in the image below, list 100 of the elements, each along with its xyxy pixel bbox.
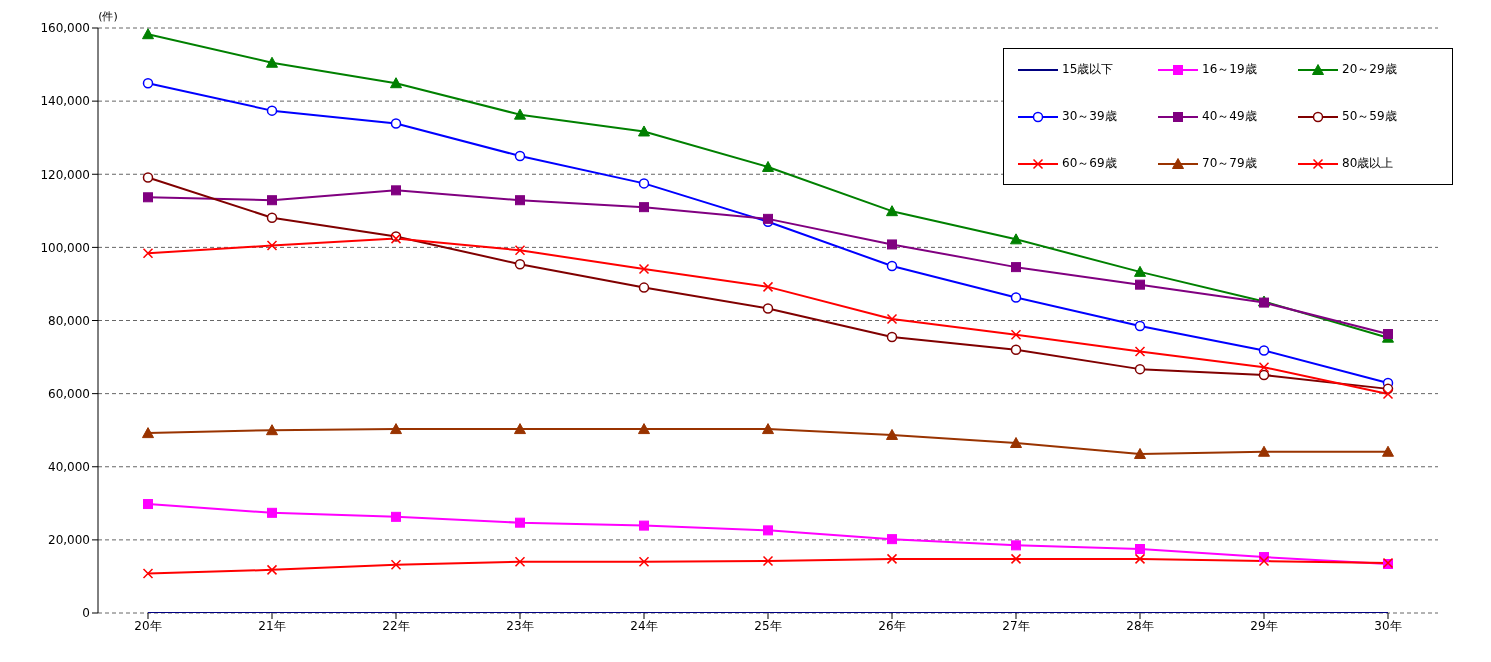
point bbox=[142, 28, 154, 40]
y-tick-label: 160,000 bbox=[40, 21, 90, 36]
point bbox=[887, 239, 897, 250]
y-tick-label: 0 bbox=[82, 606, 90, 621]
point bbox=[1134, 265, 1146, 277]
point bbox=[638, 282, 650, 293]
y-tick-label: 120,000 bbox=[40, 167, 90, 182]
point bbox=[639, 520, 649, 531]
legend-label: 15歳以下 bbox=[1062, 61, 1114, 78]
legend-label: 20～29歳 bbox=[1342, 61, 1397, 78]
point bbox=[638, 263, 650, 275]
x-tick-label: 29年 bbox=[1250, 618, 1278, 633]
point bbox=[267, 195, 277, 206]
point bbox=[515, 195, 525, 206]
point bbox=[390, 118, 402, 129]
point bbox=[1134, 320, 1146, 332]
point bbox=[886, 205, 898, 217]
point bbox=[1382, 388, 1394, 400]
point bbox=[886, 553, 898, 565]
point bbox=[266, 564, 278, 576]
point bbox=[1010, 329, 1022, 341]
point bbox=[142, 568, 154, 579]
point bbox=[514, 423, 526, 435]
point bbox=[1258, 345, 1270, 356]
point bbox=[143, 499, 153, 510]
legend-label: 40～49歳 bbox=[1202, 108, 1257, 125]
point bbox=[142, 77, 154, 89]
y-tick-label: 140,000 bbox=[40, 94, 90, 109]
point bbox=[639, 202, 649, 213]
point bbox=[638, 556, 650, 568]
point bbox=[266, 424, 278, 436]
y-tick-label: 20,000 bbox=[48, 533, 90, 548]
point bbox=[514, 556, 526, 568]
point bbox=[1134, 447, 1146, 459]
legend-label: 80歳以上 bbox=[1342, 155, 1394, 172]
point bbox=[1134, 363, 1146, 375]
point bbox=[1011, 540, 1021, 551]
point bbox=[638, 178, 650, 189]
legend-label: 30～39歳 bbox=[1062, 108, 1117, 125]
legend-label: 16～19歳 bbox=[1202, 61, 1257, 78]
point bbox=[1258, 445, 1270, 457]
x-tick-label: 26年 bbox=[878, 618, 906, 633]
point bbox=[142, 247, 154, 259]
point bbox=[1258, 369, 1270, 381]
legend-label: 70～79歳 bbox=[1202, 155, 1257, 172]
point bbox=[638, 423, 650, 435]
point bbox=[1011, 262, 1021, 273]
x-tick-label: 22年 bbox=[382, 618, 410, 633]
point bbox=[266, 105, 278, 116]
point bbox=[514, 245, 526, 256]
point bbox=[886, 428, 898, 440]
y-axis-title: (件) bbox=[98, 10, 118, 23]
point bbox=[1135, 279, 1145, 290]
point bbox=[1010, 436, 1022, 448]
point bbox=[1258, 362, 1270, 373]
point bbox=[142, 427, 154, 439]
point bbox=[266, 212, 278, 224]
point bbox=[1010, 344, 1022, 355]
point bbox=[1382, 445, 1394, 457]
point bbox=[390, 77, 402, 89]
point bbox=[886, 331, 898, 343]
y-tick-label: 100,000 bbox=[40, 240, 90, 255]
point bbox=[762, 281, 774, 293]
point bbox=[887, 534, 897, 545]
point bbox=[391, 185, 401, 196]
legend-label: 60～69歳 bbox=[1062, 155, 1117, 172]
point bbox=[142, 172, 154, 183]
point bbox=[514, 258, 526, 270]
point bbox=[514, 108, 526, 120]
point bbox=[143, 192, 153, 203]
point bbox=[514, 150, 526, 162]
x-tick-label: 25年 bbox=[754, 618, 782, 633]
x-tick-label: 20年 bbox=[134, 618, 162, 633]
legend-label: 50～59歳 bbox=[1342, 108, 1397, 125]
point bbox=[1010, 292, 1022, 303]
y-tick-label: 80,000 bbox=[48, 313, 90, 328]
point bbox=[390, 559, 402, 570]
point bbox=[763, 525, 773, 536]
x-tick-label: 21年 bbox=[258, 618, 286, 633]
point bbox=[762, 423, 774, 435]
point bbox=[762, 303, 774, 314]
point bbox=[1258, 555, 1270, 567]
x-tick-label: 30年 bbox=[1374, 618, 1402, 633]
point bbox=[1135, 544, 1145, 555]
point bbox=[266, 240, 278, 251]
point bbox=[515, 517, 525, 528]
x-tick-label: 24年 bbox=[630, 618, 658, 633]
point bbox=[1134, 553, 1146, 565]
point bbox=[1010, 233, 1022, 245]
point bbox=[390, 423, 402, 435]
point bbox=[886, 260, 898, 272]
point bbox=[391, 511, 401, 522]
y-tick-label: 60,000 bbox=[48, 386, 90, 401]
point bbox=[267, 507, 277, 518]
point bbox=[762, 160, 774, 172]
point bbox=[1134, 346, 1146, 357]
x-tick-label: 23年 bbox=[506, 618, 534, 633]
y-tick-label: 40,000 bbox=[48, 460, 90, 475]
point bbox=[638, 125, 650, 137]
point bbox=[1010, 553, 1022, 565]
